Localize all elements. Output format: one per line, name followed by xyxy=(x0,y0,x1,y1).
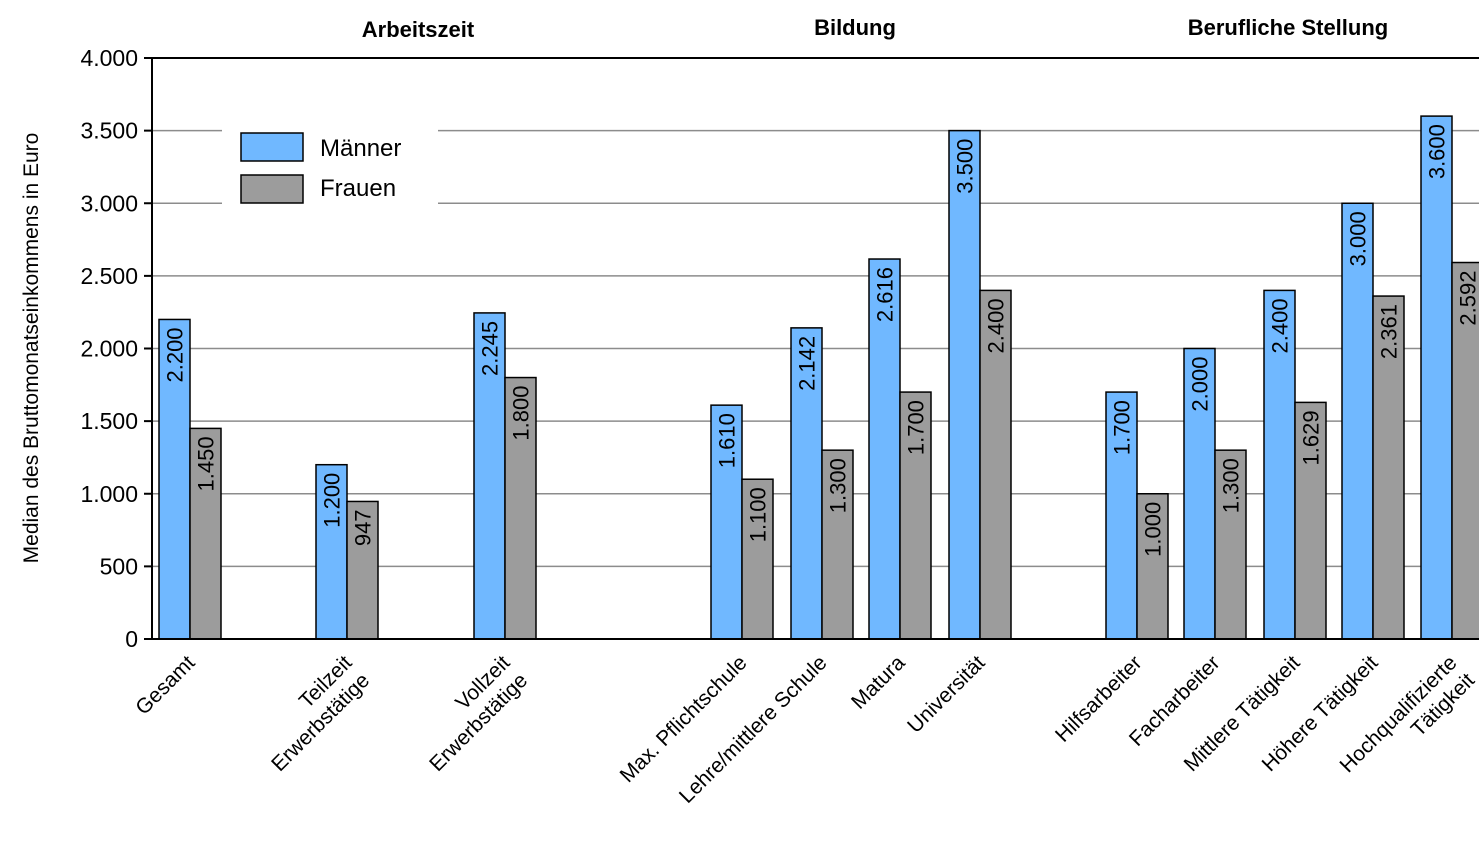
bar-value-label: 2.400 xyxy=(1268,298,1293,353)
bar-maenner xyxy=(868,258,901,640)
x-tick-label: Universität xyxy=(903,651,990,738)
y-tick-label: 0 xyxy=(125,626,138,652)
bar-value-label: 1.000 xyxy=(1141,502,1166,557)
bar-frauen xyxy=(504,376,537,640)
bar-value-label: 1.700 xyxy=(904,400,929,455)
bar-maenner xyxy=(1341,202,1374,640)
x-tick-label: Gesamt xyxy=(131,651,199,719)
bar-value-label: 3.000 xyxy=(1346,211,1371,266)
bar-frauen xyxy=(346,500,379,640)
bar-maenner xyxy=(1183,347,1216,640)
y-tick-label: 500 xyxy=(100,553,138,579)
y-tick-label: 4.000 xyxy=(80,45,138,71)
group-title-berufliche-stellung: Berufliche Stellung xyxy=(1188,15,1388,40)
bar-frauen xyxy=(821,449,854,640)
y-tick-label: 2.500 xyxy=(80,263,138,289)
group-title-bildung: Bildung xyxy=(814,15,896,40)
bar-maenner xyxy=(1105,391,1138,640)
bar-value-label: 1.700 xyxy=(1110,400,1135,455)
y-tick-label: 1.000 xyxy=(80,481,138,507)
bar-value-label: 2.142 xyxy=(795,336,820,391)
bar-frauen xyxy=(1451,261,1479,640)
bar-value-label: 1.300 xyxy=(826,458,851,513)
bar-value-label: 1.629 xyxy=(1299,410,1324,465)
bar-value-label: 2.200 xyxy=(163,327,188,382)
legend-label-frauen: Frauen xyxy=(320,175,396,202)
bar-maenner xyxy=(158,318,191,640)
bar-frauen xyxy=(899,391,932,640)
bar-value-label: 3.600 xyxy=(1425,124,1450,179)
bar-value-label: 2.592 xyxy=(1456,271,1479,326)
bar-maenner xyxy=(1420,115,1453,640)
legend: Männer Frauen xyxy=(222,120,438,208)
legend-label-maenner: Männer xyxy=(320,135,401,162)
x-tick-label: VollzeitErwerbstätige xyxy=(407,651,532,776)
bar-value-label: 3.500 xyxy=(953,139,978,194)
bar-maenner xyxy=(948,129,981,640)
y-tick-label: 3.500 xyxy=(80,118,138,144)
bar-value-label: 1.800 xyxy=(509,386,534,441)
bar-value-label: 2.616 xyxy=(873,267,898,322)
bar-frauen xyxy=(741,478,774,640)
group-title-arbeitszeit: Arbeitszeit xyxy=(362,17,475,42)
bar-frauen xyxy=(1136,493,1169,640)
bar-value-label: 1.450 xyxy=(194,436,219,491)
bar-value-label: 1.610 xyxy=(715,413,740,468)
bar-frauen xyxy=(979,289,1012,640)
bar-value-label: 1.100 xyxy=(746,487,771,542)
bar-value-label: 947 xyxy=(351,509,376,546)
bar-value-label: 2.361 xyxy=(1377,304,1402,359)
x-tick-label: TeilzeitErwerbstätige xyxy=(249,651,374,776)
x-tick-label: Matura xyxy=(847,651,910,714)
legend-swatch-frauen xyxy=(240,174,304,204)
bar-value-label: 2.000 xyxy=(1188,357,1213,412)
y-tick-label: 2.000 xyxy=(80,336,138,362)
y-tick-label: 1.500 xyxy=(80,408,138,434)
bar-value-label: 2.245 xyxy=(478,321,503,376)
x-tick-label: Lehre/mittlere Schule xyxy=(675,651,832,808)
y-axis-title: Median des Bruttomonatseinkommens in Eur… xyxy=(20,133,43,564)
bar-value-label: 1.300 xyxy=(1219,458,1244,513)
bar-frauen xyxy=(1214,449,1247,640)
bar-frauen xyxy=(189,427,222,640)
bar-frauen xyxy=(1372,295,1405,640)
y-tick-label: 3.000 xyxy=(80,190,138,216)
bar-value-label: 2.400 xyxy=(984,298,1009,353)
legend-swatch-maenner xyxy=(240,132,304,162)
bar-value-label: 1.200 xyxy=(320,473,345,528)
